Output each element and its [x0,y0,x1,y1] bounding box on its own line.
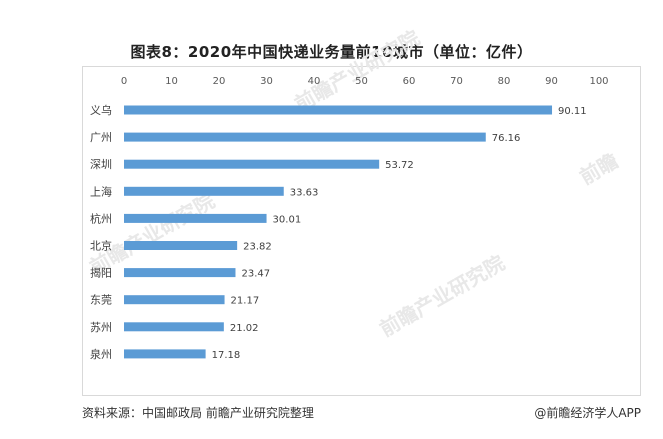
bar [124,186,284,196]
data-label: 23.47 [241,269,270,280]
bar [124,322,224,332]
data-label: 30.01 [273,214,302,225]
category-label: 上海 [90,184,112,198]
watermark-logo: 前瞻 [576,149,623,190]
data-label: 33.63 [290,187,319,198]
x-tick-label: 70 [450,76,463,87]
data-label: 90.11 [558,106,587,117]
bar [124,268,236,278]
x-tick-label: 30 [260,76,273,87]
bar [124,132,486,142]
bar [124,241,238,250]
data-label: 76.16 [492,133,521,144]
x-tick-label: 50 [355,76,368,87]
credit-note: @前瞻经济学人APP [534,406,641,420]
x-tick-label: 60 [403,76,416,87]
x-tick-label: 20 [213,76,226,87]
data-label: 53.72 [385,160,414,171]
category-label: 广州 [90,131,112,144]
category-label: 深圳 [90,158,112,171]
x-tick-label: 90 [545,76,558,87]
x-tick-label: 0 [121,76,127,87]
watermark-logo: 前瞻产业研究院 [376,251,509,342]
category-label: 揭阳 [90,266,112,280]
bar [124,349,206,359]
data-label: 17.18 [212,350,241,361]
data-label: 21.02 [230,323,259,334]
category-label: 杭州 [90,211,112,225]
x-tick-label: 100 [589,76,608,87]
bars: 义乌 90.11 广州 76.16 深圳 53.72 上海 33.63 杭州 30.01 北京 23.… [90,103,587,361]
data-label: 23.82 [243,242,272,253]
chart-title: 图表8：2020年中国快递业务量前10城市（单位：亿件） [130,43,533,61]
chart-footer: 资料来源：中国邮政局 前瞻产业研究院整理 @前瞻经济学人APP [82,404,641,421]
bar [124,159,380,169]
bar [124,105,553,115]
data-label: 21.17 [231,296,260,307]
source-note: 资料来源：中国邮政局 前瞻产业研究院整理 [82,406,314,420]
x-axis-ticks: 0 10 20 30 40 50 60 70 80 90 100 [121,76,609,87]
category-label: 北京 [90,239,112,253]
category-label: 苏州 [90,321,112,334]
watermark-logo: 前瞻产业研究院 [291,26,424,117]
category-label: 东莞 [90,294,112,307]
bar [124,213,267,223]
category-label: 义乌 [90,103,112,117]
category-label: 泉州 [90,347,112,361]
x-tick-label: 80 [498,76,511,87]
bar [124,295,225,305]
chart-frame [82,66,641,396]
x-tick-label: 40 [308,76,321,87]
x-tick-label: 10 [165,76,178,87]
